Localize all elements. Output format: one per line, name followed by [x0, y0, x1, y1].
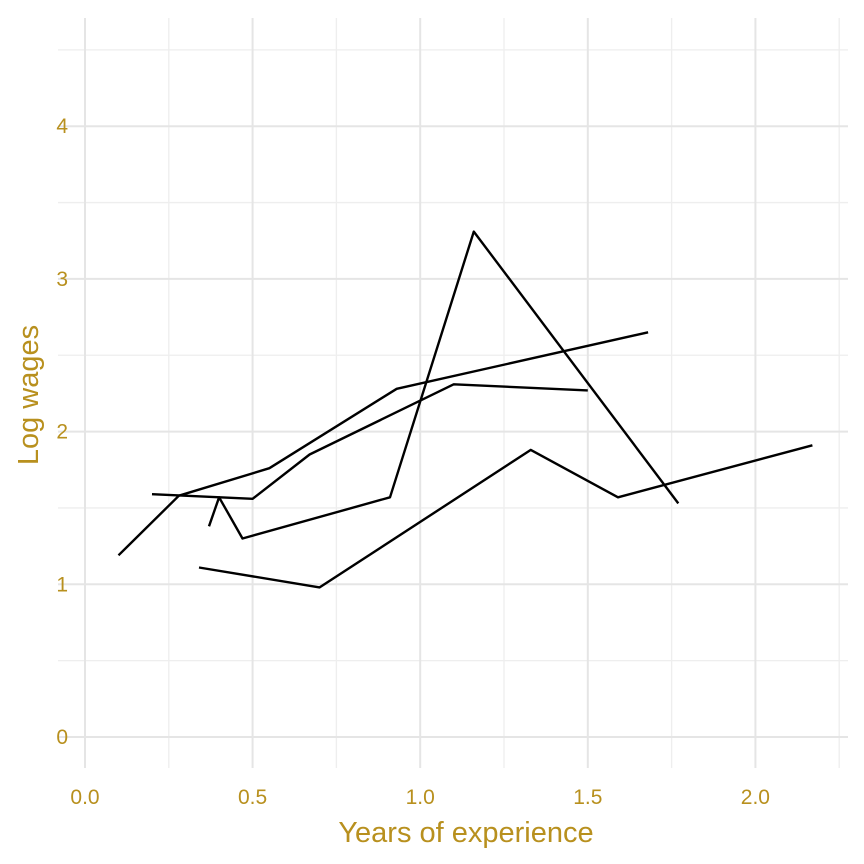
series-line [117, 331, 649, 557]
major-gridlines [58, 18, 848, 768]
y-tick-label: 1 [56, 573, 68, 596]
series-line [151, 383, 588, 500]
x-tick-label: 1.5 [573, 786, 602, 809]
x-axis-tick-labels: 0.0 0.5 1.0 1.5 2.0 [70, 786, 770, 809]
series-line [207, 230, 680, 540]
x-tick-label: 1.0 [406, 786, 435, 809]
y-tick-label: 0 [56, 726, 68, 749]
y-axis-tick-labels: 0 1 2 3 4 [56, 115, 68, 749]
minor-gridlines [58, 18, 848, 768]
x-tick-label: 0.5 [238, 786, 267, 809]
series-lines [117, 230, 813, 589]
y-tick-label: 3 [56, 268, 68, 291]
x-axis-title: Years of experience [338, 817, 593, 849]
x-tick-label: 2.0 [741, 786, 770, 809]
y-tick-label: 4 [56, 115, 68, 138]
y-tick-label: 2 [56, 421, 68, 444]
series-line [198, 444, 813, 589]
y-axis-title: Log wages [13, 325, 45, 465]
x-tick-label: 0.0 [70, 786, 99, 809]
